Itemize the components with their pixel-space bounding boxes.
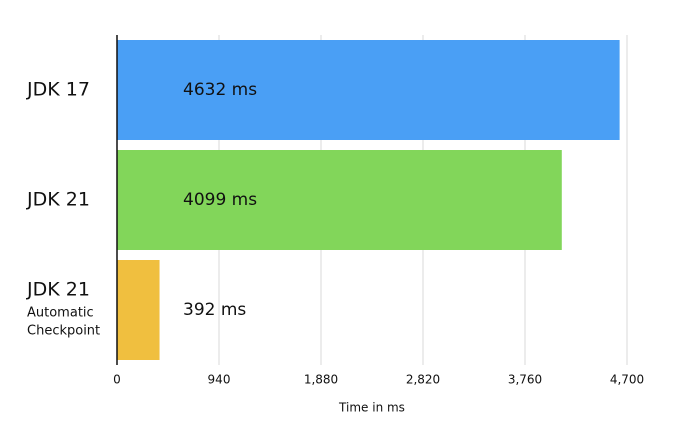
- bar: [117, 40, 620, 140]
- value-label: 4632 ms: [183, 80, 257, 100]
- x-tick-label: 940: [208, 373, 231, 387]
- x-tick-label: 3,760: [508, 373, 542, 387]
- value-label: 392 ms: [183, 300, 246, 320]
- y-tick-label: JDK 21: [26, 189, 90, 211]
- y-tick-label: JDK 17: [26, 79, 90, 101]
- y-tick-sublabel: Automatic: [27, 306, 94, 321]
- y-tick-label: JDK 21: [26, 279, 90, 301]
- bar: [117, 150, 562, 250]
- bar: [117, 260, 160, 360]
- y-tick-sublabel: Checkpoint: [27, 324, 100, 339]
- x-tick-label: 4,700: [610, 373, 644, 387]
- x-tick-label: 2,820: [406, 373, 440, 387]
- x-tick-label: 1,880: [304, 373, 338, 387]
- x-axis-title: Time in ms: [338, 401, 405, 415]
- value-label: 4099 ms: [183, 190, 257, 210]
- x-tick-label: 0: [113, 373, 121, 387]
